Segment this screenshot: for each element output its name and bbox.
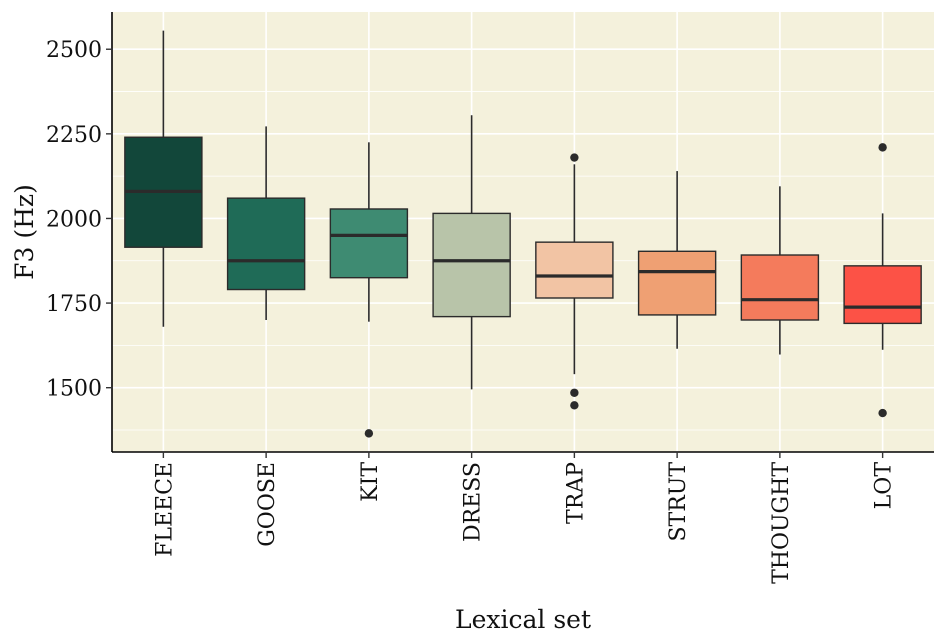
- box: [226, 197, 306, 291]
- x-tick-label: GOOSE: [255, 462, 280, 547]
- x-axis-title: Lexical set: [455, 605, 591, 633]
- box-group: [740, 186, 820, 355]
- box: [432, 212, 511, 318]
- box-group: [124, 30, 203, 327]
- box-group: [843, 143, 922, 418]
- x-tick-label: KIT: [358, 462, 383, 502]
- x-tick-label: DRESS: [461, 462, 486, 542]
- box: [843, 265, 922, 325]
- box-group: [637, 171, 717, 349]
- y-tick-label: 1500: [46, 377, 102, 402]
- x-tick-label: LOT: [872, 462, 897, 510]
- box-group: [535, 153, 614, 410]
- box: [535, 241, 614, 299]
- y-axis-title: F3 (Hz): [10, 184, 39, 280]
- boxplot-marks: [124, 30, 922, 438]
- box-group: [329, 142, 409, 438]
- box-group: [432, 115, 511, 390]
- x-tick-label: TRAP: [563, 462, 588, 524]
- box: [740, 254, 820, 321]
- outlier-point: [364, 429, 374, 438]
- outlier-point: [570, 153, 579, 162]
- outlier-point: [878, 143, 887, 152]
- axes: 1500 1750 2000 2250 2500 FLEECE GOOSE KIT DRESS T…: [46, 12, 934, 584]
- box-group: [226, 126, 306, 320]
- box: [637, 250, 717, 316]
- box: [329, 208, 409, 279]
- y-tick-label: 1750: [46, 292, 102, 317]
- outlier-point: [570, 401, 579, 410]
- y-tick-label: 2500: [46, 38, 102, 63]
- x-tick-label: THOUGHT: [769, 462, 794, 584]
- y-tick-label: 2000: [46, 207, 102, 232]
- x-tick-label: STRUT: [666, 462, 691, 542]
- x-tick-label: FLEECE: [152, 462, 177, 557]
- outlier-point: [878, 408, 887, 418]
- y-tick-label: 2250: [46, 123, 102, 148]
- outlier-point: [570, 388, 579, 397]
